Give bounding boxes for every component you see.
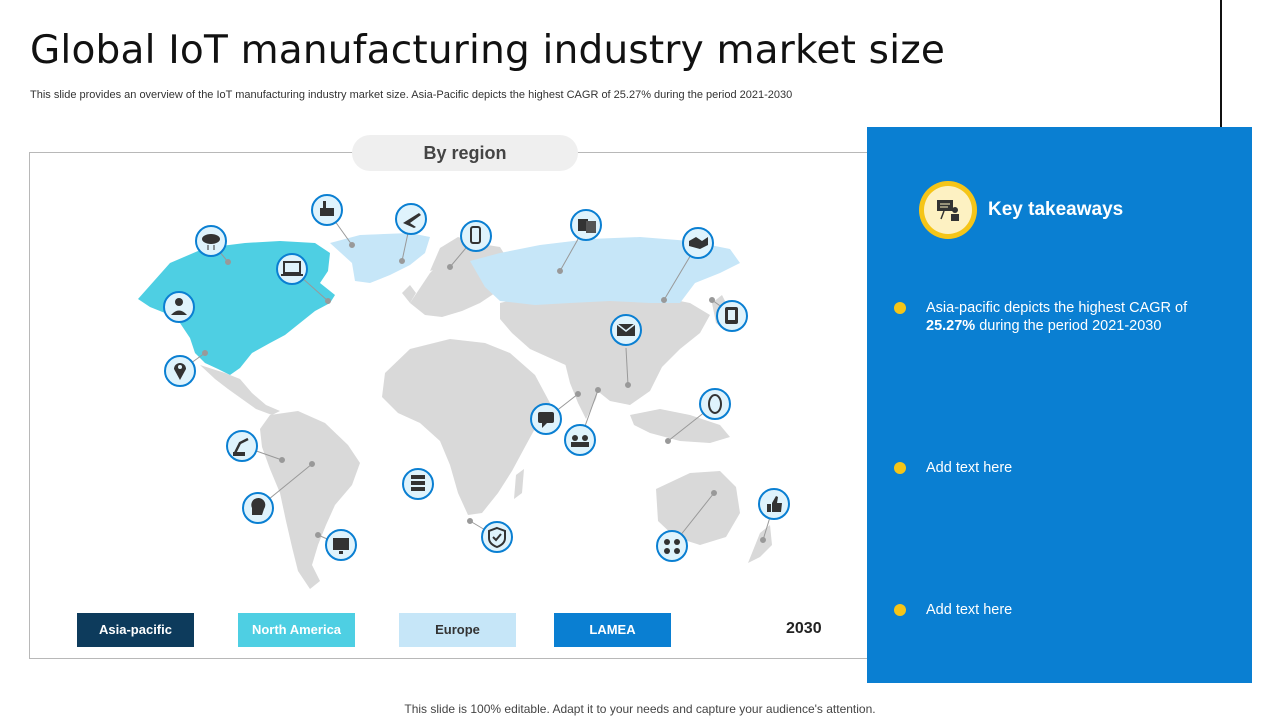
handshake-icon [682, 227, 714, 259]
middle-east-asia-shape [500, 289, 710, 405]
central-america-shape [200, 365, 280, 415]
legend-asia-pacific[interactable]: Asia-pacific [77, 613, 194, 647]
server-icon [402, 468, 434, 500]
russia-shape [470, 237, 740, 305]
head-gear-icon [242, 492, 274, 524]
divider-line [1220, 0, 1222, 127]
madagascar-shape [514, 469, 524, 499]
south-america-shape [260, 411, 360, 589]
takeaways-title: Key takeaways [988, 199, 1124, 220]
africa-shape [382, 339, 550, 515]
uk-shape [402, 285, 416, 303]
mobile-phone-icon [460, 220, 492, 252]
page-title: Global IoT manufacturing industry market… [30, 28, 946, 73]
location-pin-icon [164, 355, 196, 387]
cloud-icon [195, 225, 227, 257]
map-icons [163, 194, 790, 562]
world-map [138, 194, 790, 589]
thumbs-up-icon [758, 488, 790, 520]
takeaway-item-2: Add text here [926, 460, 1013, 476]
airplane-icon [395, 203, 427, 235]
se-asia-shape [630, 409, 730, 443]
australia-shape [656, 471, 740, 545]
legend-north-america[interactable]: North America [238, 613, 355, 647]
scandinavia-shape [430, 237, 470, 271]
shield-check-icon [481, 521, 513, 553]
bullet-dot [894, 302, 906, 314]
map-panel [29, 152, 900, 659]
takeaway-item-3: Add text here [926, 602, 1013, 618]
new-zealand-shape [748, 525, 772, 563]
factory-icon [311, 194, 343, 226]
chat-icon [530, 403, 562, 435]
page-subtitle: This slide provides an overview of the I… [30, 89, 793, 101]
team-icon [564, 424, 596, 456]
user-icon [163, 291, 195, 323]
takeaway-item-1: Asia-pacific depicts the highest CAGR of… [926, 300, 1188, 334]
legend-lamea[interactable]: LAMEA [554, 613, 671, 647]
footer-note: This slide is 100% editable. Adapt it to… [404, 702, 876, 716]
greenland-shape [330, 233, 430, 283]
mail-icon [610, 314, 642, 346]
laptop-icon [276, 253, 308, 285]
region-label: By region [352, 135, 578, 171]
legend-europe[interactable]: Europe [399, 613, 516, 647]
presentation-icon [919, 181, 977, 239]
monitor-icon [325, 529, 357, 561]
bullet-dot [894, 462, 906, 474]
shield-egg-icon [699, 388, 731, 420]
robot-arm-icon [226, 430, 258, 462]
bullet-dot [894, 604, 906, 616]
tablet-icon [716, 300, 748, 332]
network-icon [656, 530, 688, 562]
year-label: 2030 [786, 620, 822, 637]
documents-icon [570, 209, 602, 241]
